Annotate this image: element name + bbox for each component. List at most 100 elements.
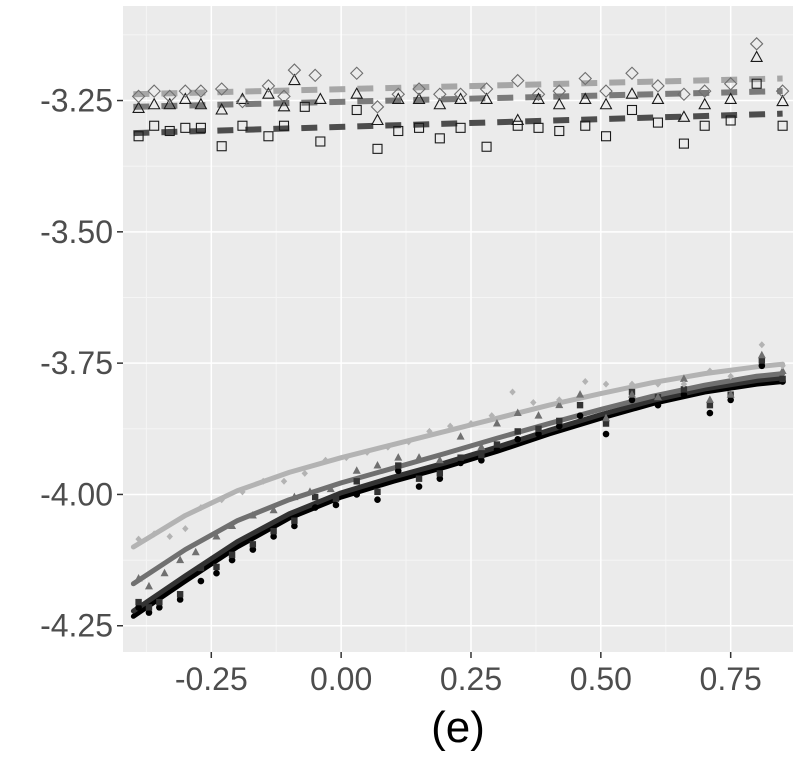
data-point [353, 491, 361, 498]
data-point [228, 521, 237, 529]
data-point [652, 117, 664, 128]
data-point [145, 604, 153, 611]
data-point [435, 455, 444, 464]
data-point [680, 391, 688, 398]
y-tick-label: -4.00 [40, 476, 113, 512]
data-point [415, 475, 423, 482]
data-point [625, 87, 639, 99]
data-point [509, 388, 516, 396]
data-point [706, 367, 714, 375]
trend-line-square-solid [130, 375, 786, 614]
data-point [578, 71, 593, 86]
data-point [599, 84, 613, 98]
data-point [311, 504, 319, 511]
data-point [477, 442, 486, 451]
data-point [197, 577, 205, 585]
data-point [163, 97, 177, 110]
data-point [651, 79, 665, 93]
data-point [182, 525, 189, 533]
data-point [313, 92, 327, 105]
data-point [248, 510, 257, 519]
data-point [488, 412, 495, 420]
data-point [576, 401, 584, 409]
data-point [493, 446, 501, 454]
data-point [453, 87, 468, 102]
data-point [239, 488, 246, 496]
data-point [653, 392, 662, 401]
data-point [578, 92, 592, 105]
data-point [147, 97, 161, 110]
data-point [492, 419, 501, 427]
x-tick-label: 0.00 [310, 661, 372, 697]
data-point [457, 454, 464, 461]
data-point [724, 92, 738, 105]
data-point [467, 420, 475, 428]
data-point [166, 532, 173, 540]
data-point [455, 122, 466, 133]
data-point [350, 87, 364, 99]
data-point [197, 564, 205, 572]
data-point [315, 136, 326, 147]
data-point [775, 84, 790, 98]
data-point [299, 101, 310, 112]
data-point [654, 401, 662, 409]
data-point [395, 462, 402, 469]
data-point [228, 551, 236, 559]
data-point [277, 89, 291, 104]
data-point [602, 413, 611, 422]
data-point [145, 609, 153, 616]
data-point [628, 396, 636, 404]
data-point [394, 453, 403, 461]
data-point [412, 82, 426, 96]
data-point [235, 94, 250, 109]
data-point [552, 84, 567, 98]
x-tick-label: -0.25 [175, 661, 248, 697]
data-point [532, 92, 545, 105]
data-point [176, 591, 184, 598]
data-point [478, 451, 485, 459]
data-point [290, 492, 299, 501]
data-point [352, 466, 361, 474]
data-point [278, 120, 290, 131]
data-point [413, 122, 425, 133]
data-point [479, 82, 494, 96]
data-point [699, 120, 710, 131]
data-point [677, 87, 691, 102]
data-point [132, 101, 146, 113]
data-point [531, 87, 546, 102]
data-point [156, 598, 163, 606]
data-point [322, 456, 329, 464]
data-point [287, 73, 301, 86]
data-point [514, 435, 522, 443]
data-point [510, 73, 525, 88]
data-point [394, 467, 402, 475]
data-point [373, 461, 382, 469]
data-point [779, 375, 786, 383]
data-point [680, 386, 688, 393]
data-point [677, 110, 691, 122]
data-point [457, 459, 464, 467]
data-point [156, 604, 163, 611]
data-point [135, 604, 142, 611]
data-point [725, 115, 736, 126]
data-point [698, 97, 712, 110]
data-point [133, 131, 144, 142]
y-tick-label: -3.75 [40, 345, 113, 381]
data-point [178, 92, 192, 105]
data-point [213, 563, 220, 571]
data-point [332, 501, 340, 509]
data-point [374, 488, 381, 496]
data-point [270, 533, 277, 540]
data-point [727, 396, 734, 404]
data-point [758, 341, 766, 349]
data-point [212, 531, 221, 540]
data-point [162, 89, 177, 104]
data-point [757, 350, 766, 359]
data-point [147, 84, 161, 98]
data-point [305, 487, 314, 495]
data-point [436, 475, 444, 482]
data-point [134, 573, 143, 582]
data-point [216, 141, 227, 152]
data-point [311, 493, 319, 501]
trend-line-square-dashed [133, 110, 783, 137]
